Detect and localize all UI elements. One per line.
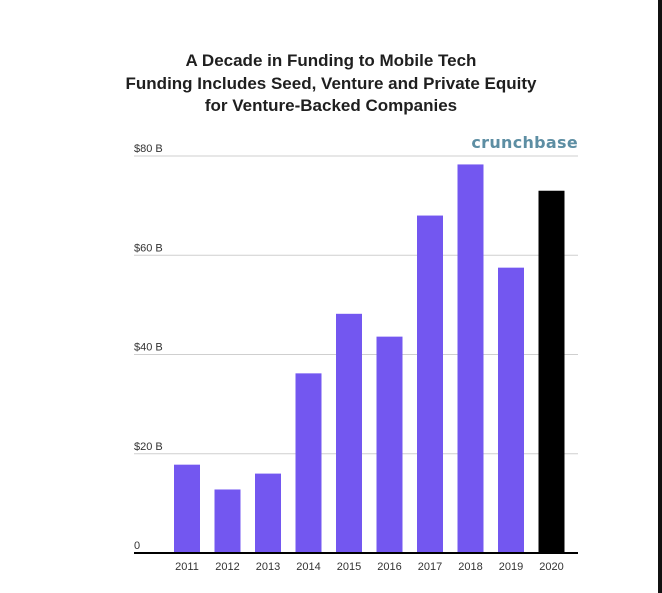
bar-2013 bbox=[255, 473, 281, 553]
bar-2014 bbox=[295, 373, 322, 553]
x-tick-label: 2016 bbox=[377, 561, 401, 573]
y-tick-label: $60 B bbox=[134, 242, 163, 254]
x-tick-label: 2011 bbox=[175, 561, 199, 573]
bar-2020 bbox=[538, 190, 565, 554]
y-tick-label: $80 B bbox=[134, 143, 163, 155]
y-tick-label: 0 bbox=[134, 540, 140, 552]
x-tick-label: 2017 bbox=[418, 561, 442, 573]
bar-2015 bbox=[336, 313, 362, 553]
x-tick-label: 2020 bbox=[539, 561, 563, 573]
bar-2018 bbox=[457, 164, 484, 553]
x-tick-label: 2014 bbox=[296, 561, 320, 573]
x-tick-label: 2019 bbox=[499, 561, 523, 573]
x-tick-label: 2015 bbox=[337, 561, 361, 573]
y-tick-label: $40 B bbox=[134, 342, 163, 354]
bar-2011 bbox=[174, 464, 200, 553]
bar-2016 bbox=[376, 336, 403, 553]
bar-2017 bbox=[417, 215, 443, 554]
chart-title: A Decade in Funding to Mobile Tech Fundi… bbox=[0, 50, 662, 118]
x-tick-label: 2013 bbox=[256, 561, 280, 573]
x-tick-label: 2012 bbox=[215, 561, 239, 573]
bar-2019 bbox=[498, 267, 524, 553]
crunchbase-logo: crunchbase bbox=[471, 133, 578, 152]
bar-2012 bbox=[214, 489, 241, 553]
y-tick-label: $20 B bbox=[134, 441, 163, 453]
x-tick-label: 2018 bbox=[458, 561, 482, 573]
chart-title-line-3: for Venture-Backed Companies bbox=[204, 96, 458, 115]
right-border bbox=[658, 0, 662, 593]
chart-title-line-2: Funding Includes Seed, Venture and Priva… bbox=[125, 73, 537, 93]
chart-title-line-1: A Decade in Funding to Mobile Tech bbox=[185, 51, 477, 70]
